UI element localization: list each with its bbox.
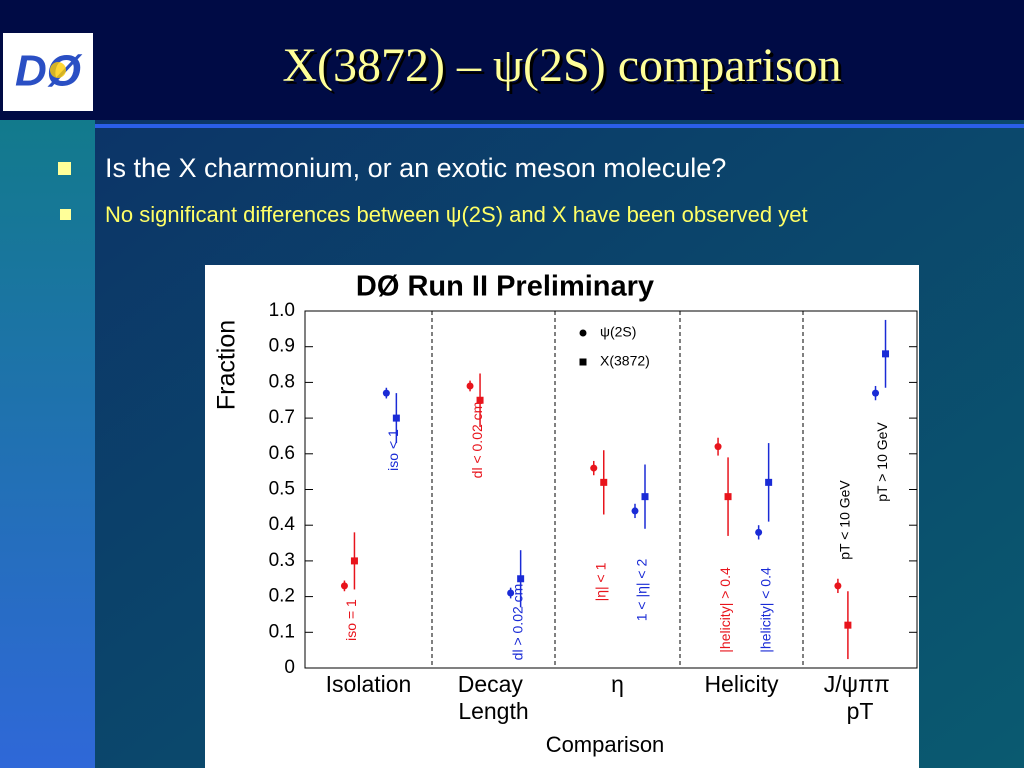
y-tick-label: 0.6 <box>269 443 295 464</box>
point <box>724 493 732 501</box>
bin-label: 1 < |η| < 2 <box>634 559 650 622</box>
y-tick-label: 1.0 <box>269 300 295 321</box>
point <box>517 575 525 583</box>
rule <box>95 124 1024 128</box>
y-tick-label: 0.7 <box>269 407 295 428</box>
legend-marker <box>579 358 587 366</box>
point <box>755 528 763 536</box>
legend-marker <box>579 329 587 337</box>
point <box>631 507 639 515</box>
y-tick-label: 0.3 <box>269 550 295 571</box>
bin-label: |η| < 1 <box>592 562 608 601</box>
point <box>340 582 348 590</box>
title-shadow: X(3872) – ψ(2S) comparison <box>285 42 844 95</box>
point <box>641 493 649 501</box>
bullet-marker <box>60 209 71 220</box>
point <box>714 443 722 451</box>
x-category-label: Decay Length <box>458 671 530 724</box>
point <box>882 350 890 358</box>
x-axis-label: Comparison <box>546 732 665 757</box>
bullet: Is the X charmonium, or an exotic meson … <box>105 153 726 183</box>
point <box>392 414 400 422</box>
y-tick-label: 0.9 <box>269 336 295 357</box>
y-tick-label: 0 <box>284 657 295 678</box>
bin-label: |helicity| < 0.4 <box>757 567 773 653</box>
x-category-label: η <box>611 671 624 697</box>
bullet: No significant differences between ψ(2S)… <box>105 202 808 227</box>
y-tick-label: 0.8 <box>269 371 295 392</box>
point <box>507 589 515 597</box>
point <box>765 478 773 486</box>
plot: 0 0.1 0.2 0.3 0.4 0.5 0.6 0.7 0.8 0.9 1.0 Isolation… <box>269 300 918 724</box>
bin-label: iso < 1 <box>385 429 401 471</box>
point <box>844 621 852 629</box>
point <box>834 582 842 590</box>
title-band <box>0 0 1024 120</box>
point <box>600 478 608 486</box>
y-tick-label: 0.4 <box>269 514 296 535</box>
y-axis-label: Fraction <box>213 320 241 410</box>
bin-label: iso = 1 <box>343 599 359 641</box>
bin-label: pT < 10 GeV <box>837 480 853 560</box>
logo-star <box>50 62 66 78</box>
bin-label: dl < 0.02 cm <box>469 402 485 479</box>
point <box>382 389 390 397</box>
logo-box <box>3 33 93 111</box>
x-category-label: J/ψππ pT <box>824 671 896 724</box>
chart-title: DØ Run II Preliminary <box>356 271 654 303</box>
bullet-marker <box>58 162 71 175</box>
x-category-label: Isolation <box>326 671 412 697</box>
legend-label: ψ(2S) <box>600 324 636 340</box>
chart-panel <box>205 265 919 768</box>
sidebar <box>0 120 95 768</box>
x-category-label: Helicity <box>704 671 779 697</box>
bin-label: |helicity| > 0.4 <box>717 567 733 653</box>
slide-title: X(3872) – ψ(2S) comparison <box>282 39 841 92</box>
point <box>590 464 598 472</box>
y-tick-label: 0.1 <box>269 621 295 642</box>
point <box>466 382 474 390</box>
y-tick-label: 0.5 <box>269 479 295 500</box>
point <box>872 389 880 397</box>
point <box>350 557 358 565</box>
point <box>476 396 484 404</box>
logo: DØ <box>15 47 83 96</box>
bin-label: pT > 10 GeV <box>874 422 890 502</box>
legend-label: X(3872) <box>600 353 650 369</box>
y-tick-label: 0.2 <box>269 586 295 607</box>
